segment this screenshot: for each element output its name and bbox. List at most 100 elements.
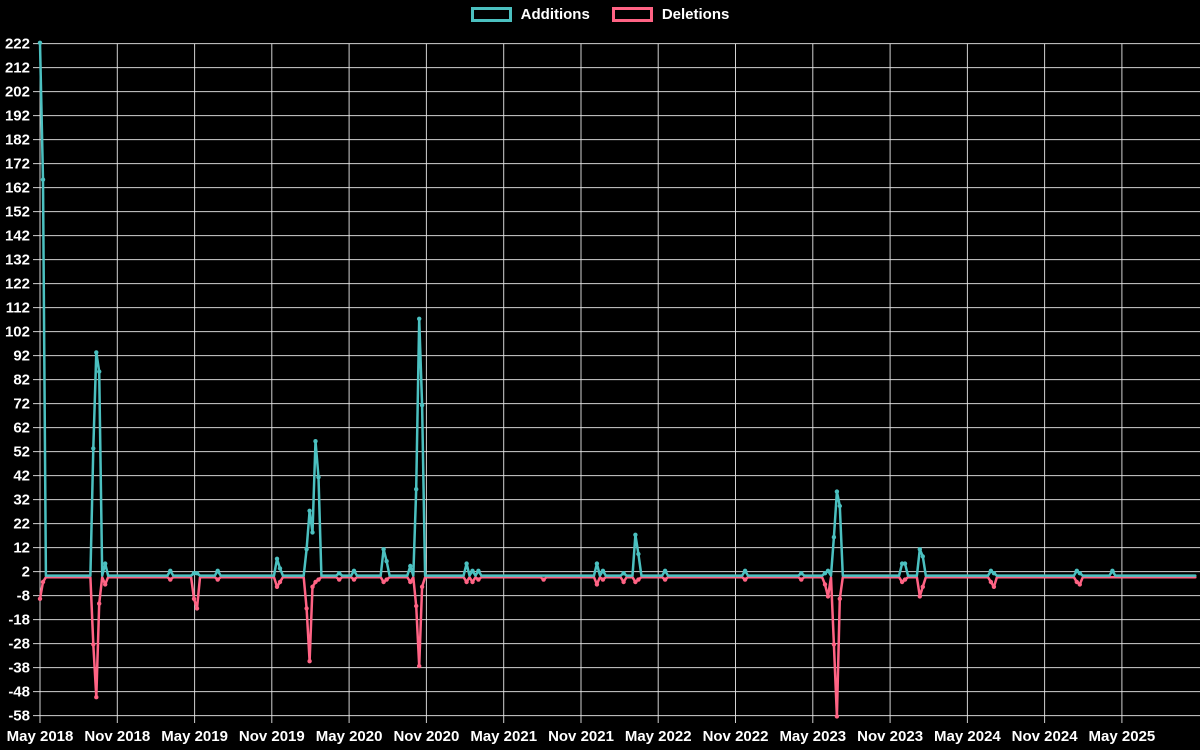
additions-point-marker [351, 568, 357, 573]
deletions-point-marker [351, 577, 357, 582]
y-tick-label: 142 [5, 228, 30, 245]
deletions-point-marker [470, 579, 475, 585]
deletions-point-marker [541, 577, 546, 582]
deletions-point-marker [621, 579, 626, 585]
additions-point-marker [1074, 568, 1080, 573]
deletions-point-marker [316, 577, 321, 582]
additions-point-marker [304, 547, 309, 552]
y-tick-label: 72 [13, 396, 30, 413]
y-tick-label: 122 [5, 276, 30, 293]
additions-point-marker [94, 350, 99, 355]
y-tick-label: 172 [5, 156, 30, 173]
y-tick-label: 192 [5, 108, 30, 125]
additions-point-marker [834, 489, 840, 494]
additions-point-marker [168, 568, 173, 573]
deletions-point-marker [1074, 579, 1080, 585]
y-tick-label: 182 [5, 132, 30, 149]
x-tick-label: May 2023 [779, 728, 846, 745]
x-tick-label: May 2025 [1089, 728, 1156, 745]
additions-point-marker [414, 487, 419, 492]
additions-point-marker [633, 532, 638, 537]
deletions-point-marker [191, 596, 197, 601]
y-tick-label: -58 [8, 708, 30, 725]
deletions-point-marker [37, 596, 43, 601]
y-tick-label: 92 [13, 348, 30, 365]
additions-point-marker [37, 40, 43, 45]
deletions-point-marker [799, 577, 804, 582]
y-tick-label: 162 [5, 180, 30, 197]
deletions-point-marker [304, 606, 309, 611]
y-tick-label: 152 [5, 204, 30, 221]
deletions-swatch-icon [611, 7, 653, 22]
x-tick-label: May 2019 [161, 728, 228, 745]
additions-point-marker [799, 571, 804, 576]
x-tick-label: May 2022 [625, 728, 692, 745]
deletions-point-marker [168, 577, 173, 582]
additions-point-marker [91, 446, 96, 451]
additions-point-marker [215, 568, 220, 573]
x-tick-label: Nov 2018 [84, 728, 150, 745]
additions-point-marker [991, 571, 997, 576]
y-tick-label: 62 [13, 420, 30, 437]
deletions-point-marker [902, 577, 908, 582]
additions-point-marker [1077, 571, 1083, 576]
deletions-point-marker [91, 642, 96, 647]
deletions-point-marker [594, 582, 600, 587]
legend-label-additions: Additions [520, 6, 590, 23]
deletions-point-marker [831, 642, 837, 647]
additions-point-marker [621, 571, 626, 576]
deletions-point-marker [97, 601, 102, 606]
deletions-point-marker [917, 594, 922, 599]
y-tick-label: -18 [8, 612, 30, 629]
additions-point-marker [40, 177, 46, 182]
additions-point-marker [316, 475, 321, 480]
deletions-point-marker [988, 579, 994, 585]
deletions-point-marker [313, 579, 318, 585]
additions-point-marker [837, 503, 842, 509]
deletions-point-marker [310, 584, 315, 589]
additions-line [38, 41, 1197, 577]
additions-point-marker [920, 554, 925, 559]
deletions-point-marker [307, 659, 312, 664]
x-tick-label: Nov 2019 [239, 728, 305, 745]
additions-point-marker [600, 568, 606, 573]
y-tick-label: 2 [22, 564, 30, 581]
deletions-point-marker [991, 584, 997, 589]
y-tick-label: 32 [13, 492, 30, 509]
deletions-point-marker [600, 577, 606, 582]
deletions-point-marker [1077, 582, 1083, 587]
y-tick-label: -8 [17, 588, 30, 605]
legend-item-additions[interactable]: Additions [470, 6, 590, 23]
additions-point-marker [470, 568, 475, 573]
x-tick-label: Nov 2022 [703, 728, 769, 745]
deletions-point-marker [274, 584, 280, 589]
deletions-point-marker [825, 594, 831, 599]
additions-point-marker [636, 551, 641, 557]
deletions-point-marker [408, 579, 413, 585]
additions-point-marker [97, 369, 102, 374]
additions-point-marker [825, 568, 831, 573]
legend-item-deletions[interactable]: Deletions [611, 7, 729, 22]
y-tick-label: 22 [13, 516, 30, 533]
deletions-point-marker [464, 579, 469, 585]
additions-point-marker [384, 559, 389, 564]
x-tick-label: May 2021 [470, 728, 537, 745]
deletions-point-marker [636, 577, 641, 582]
additions-point-marker [662, 568, 668, 573]
x-tick-label: Nov 2020 [393, 728, 459, 745]
additions-point-marker [417, 316, 422, 321]
additions-point-marker [902, 561, 908, 566]
deletions-point-marker [277, 579, 283, 585]
additions-point-marker [419, 403, 425, 408]
additions-point-marker [408, 563, 413, 569]
y-tick-label: -28 [8, 636, 30, 653]
y-tick-label: 202 [5, 84, 30, 101]
y-tick-label: -38 [8, 660, 30, 677]
additions-point-marker [594, 561, 600, 566]
y-tick-label: 12 [13, 540, 30, 557]
deletions-point-marker [384, 577, 389, 582]
deletions-point-marker [417, 663, 422, 669]
y-tick-label: 82 [13, 372, 30, 389]
deletions-point-marker [834, 714, 840, 719]
